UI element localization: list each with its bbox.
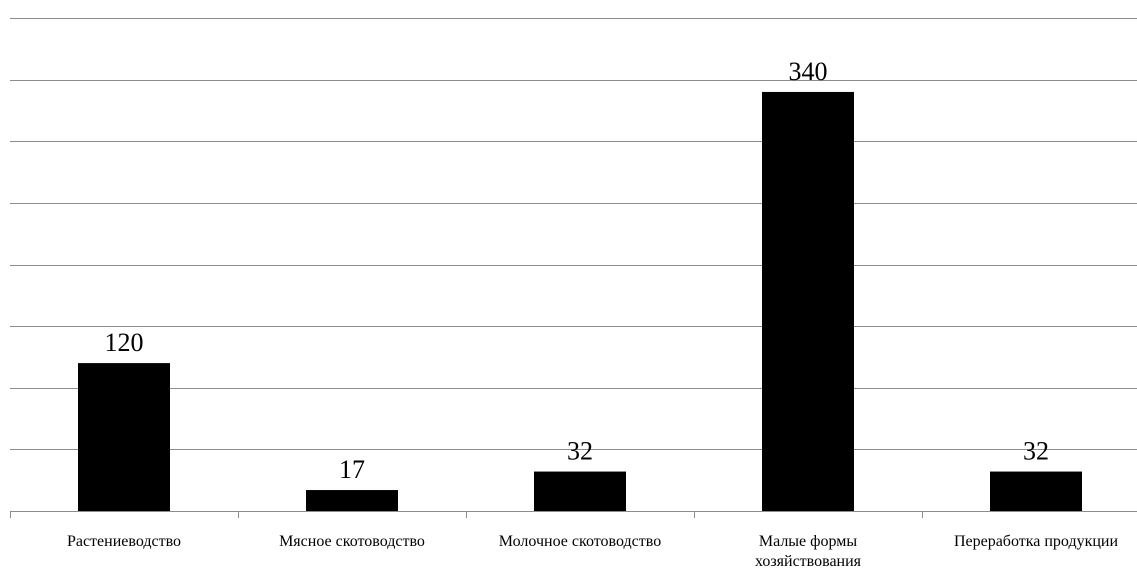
data-labels: 120 17 32 340 32 <box>105 57 1050 484</box>
category-label-2: Молочное скотоводство <box>499 533 661 550</box>
data-label-3: 340 <box>789 57 828 86</box>
x-axis <box>10 511 1137 518</box>
bar-1 <box>306 490 398 511</box>
category-label-0: Растениеводство <box>67 533 181 550</box>
bar-4 <box>990 471 1082 511</box>
category-labels: Растениеводство Мясное скотоводство Молочн… <box>67 533 1119 570</box>
category-label-4: Переработка продукции <box>954 533 1119 550</box>
category-label-3: Малые формы хозяйствования <box>755 533 862 570</box>
category-label-1: Мясное скотоводство <box>279 533 425 550</box>
data-label-0: 120 <box>105 328 144 357</box>
data-label-1: 17 <box>339 455 365 484</box>
data-label-4: 32 <box>1023 437 1049 466</box>
data-label-2: 32 <box>567 437 593 466</box>
bar-0 <box>78 363 170 511</box>
bars <box>78 91 1082 511</box>
bar-2 <box>534 471 626 511</box>
gridlines <box>10 18 1137 450</box>
bar-3 <box>762 91 854 511</box>
